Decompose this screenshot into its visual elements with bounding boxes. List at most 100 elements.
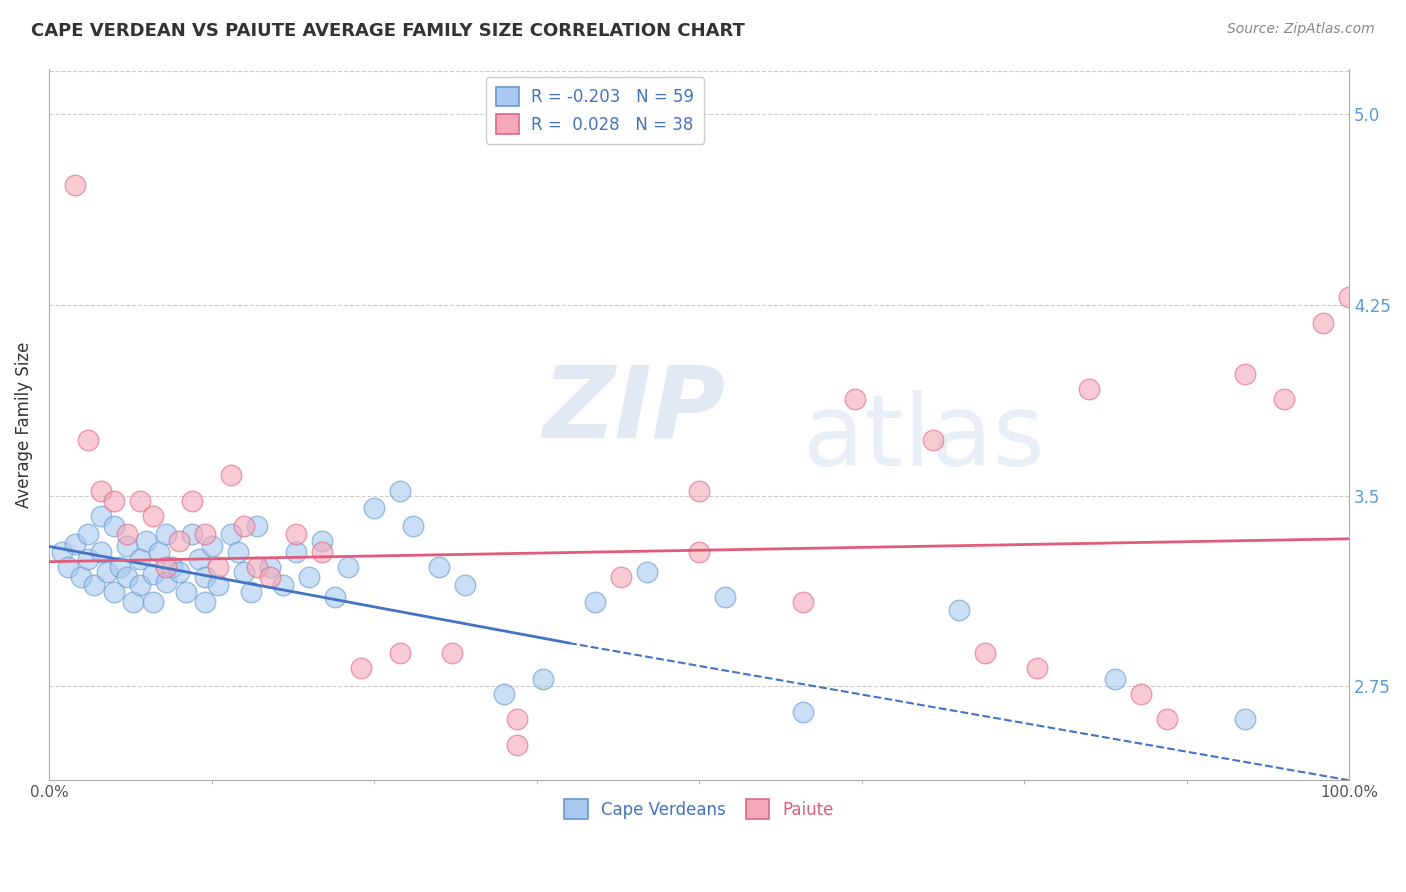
Point <box>219 526 242 541</box>
Point <box>90 508 112 523</box>
Point <box>1272 392 1295 406</box>
Point <box>96 565 118 579</box>
Point <box>350 661 373 675</box>
Point <box>63 178 86 193</box>
Point <box>135 534 157 549</box>
Point <box>389 483 412 498</box>
Point <box>246 519 269 533</box>
Point <box>844 392 866 406</box>
Point <box>207 577 229 591</box>
Point <box>155 526 177 541</box>
Point <box>58 559 80 574</box>
Point <box>226 544 249 558</box>
Point <box>194 526 217 541</box>
Point <box>181 526 204 541</box>
Point <box>402 519 425 533</box>
Point <box>148 544 170 558</box>
Point <box>1130 687 1153 701</box>
Point <box>441 646 464 660</box>
Point <box>363 501 385 516</box>
Point <box>792 595 814 609</box>
Text: Source: ZipAtlas.com: Source: ZipAtlas.com <box>1227 22 1375 37</box>
Point <box>285 544 308 558</box>
Text: ZIP: ZIP <box>543 361 725 458</box>
Point <box>115 526 138 541</box>
Point <box>187 552 209 566</box>
Point <box>174 585 197 599</box>
Point <box>90 544 112 558</box>
Point <box>506 712 529 726</box>
Point <box>259 559 281 574</box>
Point <box>285 526 308 541</box>
Point <box>922 433 945 447</box>
Point <box>155 574 177 589</box>
Point <box>974 646 997 660</box>
Point <box>162 559 184 574</box>
Point <box>298 570 321 584</box>
Point <box>103 519 125 533</box>
Point <box>122 595 145 609</box>
Point <box>506 738 529 752</box>
Point <box>1234 367 1257 381</box>
Point <box>115 540 138 554</box>
Point <box>194 595 217 609</box>
Legend: Cape Verdeans, Paiute: Cape Verdeans, Paiute <box>558 793 841 825</box>
Point <box>233 565 256 579</box>
Text: atlas: atlas <box>803 390 1045 487</box>
Point <box>239 585 262 599</box>
Point <box>115 570 138 584</box>
Point <box>494 687 516 701</box>
Point <box>1339 290 1361 304</box>
Point <box>167 565 190 579</box>
Point <box>194 570 217 584</box>
Point <box>531 672 554 686</box>
Point <box>110 559 132 574</box>
Point <box>233 519 256 533</box>
Point <box>271 577 294 591</box>
Point <box>1026 661 1049 675</box>
Point <box>389 646 412 660</box>
Point <box>337 559 360 574</box>
Point <box>77 552 100 566</box>
Point <box>1156 712 1178 726</box>
Point <box>181 493 204 508</box>
Point <box>792 705 814 719</box>
Point <box>167 534 190 549</box>
Point <box>1234 712 1257 726</box>
Point <box>1078 382 1101 396</box>
Point <box>583 595 606 609</box>
Point <box>63 537 86 551</box>
Point <box>259 570 281 584</box>
Point <box>200 540 222 554</box>
Point <box>77 526 100 541</box>
Point <box>142 567 165 582</box>
Point <box>948 603 970 617</box>
Point <box>77 433 100 447</box>
Point <box>636 565 658 579</box>
Point <box>1104 672 1126 686</box>
Point <box>1312 316 1334 330</box>
Point <box>129 552 152 566</box>
Point <box>90 483 112 498</box>
Point <box>311 544 333 558</box>
Point <box>51 544 73 558</box>
Point <box>311 534 333 549</box>
Point <box>142 508 165 523</box>
Point <box>610 570 633 584</box>
Point <box>103 493 125 508</box>
Point <box>83 577 105 591</box>
Point <box>129 577 152 591</box>
Point <box>688 544 710 558</box>
Text: CAPE VERDEAN VS PAIUTE AVERAGE FAMILY SIZE CORRELATION CHART: CAPE VERDEAN VS PAIUTE AVERAGE FAMILY SI… <box>31 22 745 40</box>
Point <box>714 591 737 605</box>
Point <box>219 468 242 483</box>
Point <box>70 570 93 584</box>
Point <box>103 585 125 599</box>
Point <box>155 559 177 574</box>
Point <box>323 591 346 605</box>
Point <box>246 559 269 574</box>
Point <box>688 483 710 498</box>
Point <box>129 493 152 508</box>
Point <box>207 559 229 574</box>
Point <box>454 577 477 591</box>
